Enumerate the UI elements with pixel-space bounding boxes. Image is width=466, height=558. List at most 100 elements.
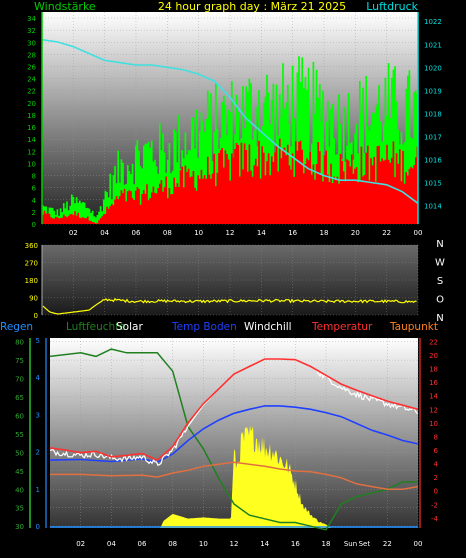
humidity-tick-label: 30 (15, 523, 24, 531)
rain-tick-label: 4 (36, 374, 41, 382)
wind-gust-bars (42, 138, 419, 224)
temperature-tick-label: 6 (434, 447, 439, 455)
x-tick-label: 18 (322, 540, 331, 548)
x-tick-label: 16 (288, 229, 297, 237)
x-tick-label: Set (359, 540, 371, 548)
wind-tick-label: 16 (27, 124, 36, 132)
pressure-tick-label: 1018 (424, 110, 442, 118)
temperature-tick-label: 2 (434, 474, 438, 482)
temperature-tick-label: 4 (434, 461, 439, 469)
compass-label: S (437, 276, 443, 287)
temperature-axes: 8075706560555045403530543210222018161412… (15, 337, 438, 548)
pressure-tick-label: 1014 (424, 203, 442, 211)
temperature-line (49, 358, 419, 462)
pressure-tick-label: 1017 (424, 133, 442, 141)
temperature-tick-label: 14 (429, 393, 438, 401)
wind-tick-label: 0 (32, 221, 36, 229)
humidity-tick-label: 55 (15, 431, 24, 439)
pressure-tick-label: 1021 (424, 41, 442, 49)
wind-tick-label: 6 (32, 185, 37, 193)
x-tick-label: 16 (291, 540, 300, 548)
humidity-tick-label: 70 (15, 376, 24, 384)
legend-item: Windchill (244, 321, 292, 333)
temperature-tick-label: 8 (434, 433, 438, 441)
x-tick-label: 00 (414, 229, 423, 237)
wind-tick-label: 22 (27, 88, 36, 96)
direction-tick-label: 180 (25, 277, 38, 285)
humidity-tick-label: 35 (15, 505, 24, 513)
x-tick-label: 12 (226, 229, 235, 237)
rain-tick-label: 2 (36, 449, 40, 457)
wind-tick-label: 8 (32, 173, 36, 181)
humidity-tick-label: 50 (15, 449, 24, 457)
wind-tick-label: 14 (27, 136, 36, 144)
x-tick-label: 22 (383, 540, 392, 548)
wind-tick-label: 24 (27, 76, 36, 84)
solar-area (50, 425, 418, 528)
legend-item: Regen (0, 321, 33, 333)
rain-tick-label: 5 (36, 337, 40, 345)
chart-title: 24 hour graph day : März 21 2025 (158, 0, 346, 13)
x-tick-label: 14 (257, 229, 266, 237)
x-tick-label: 06 (132, 229, 141, 237)
temperature-series (49, 348, 419, 531)
wind-tick-label: 18 (27, 112, 36, 120)
temperature-tick-label: 12 (429, 406, 438, 414)
wind-tick-label: 20 (27, 100, 36, 108)
wind-pressure-series (41, 38, 419, 224)
rain-tick-label: 0 (36, 523, 40, 531)
legend-item: Luftfeuchte (66, 321, 126, 333)
temperature-tick-label: 10 (429, 420, 438, 428)
pressure-tick-label: 1022 (424, 18, 442, 26)
temperature-tick-label: -2 (431, 501, 438, 509)
wind-direction-line (42, 297, 417, 315)
compass-label: N (436, 313, 443, 324)
compass-label: O (436, 295, 444, 306)
compass-label: N (436, 239, 443, 250)
compass-label: W (435, 258, 445, 269)
x-tick-label: 08 (168, 540, 177, 548)
rain-tick-label: 1 (36, 486, 40, 494)
wind-tick-label: 34 (27, 15, 36, 23)
x-tick-label: Sun (344, 540, 357, 548)
x-tick-label: 02 (69, 229, 78, 237)
humidity-tick-label: 75 (15, 357, 24, 365)
wind-tick-label: 28 (27, 51, 36, 59)
direction-tick-label: 270 (25, 260, 38, 268)
temperature-tick-label: 18 (429, 366, 438, 374)
pressure-tick-label: 1019 (424, 87, 442, 95)
wind-direction-plot-bg (42, 245, 418, 315)
wind-axis-title: Windstärke (34, 0, 96, 13)
legend-item: Taupunkt (389, 321, 438, 333)
direction-tick-label: 360 (25, 242, 38, 250)
wind-direction-series (42, 297, 417, 315)
x-tick-label: 08 (163, 229, 172, 237)
wind-tick-label: 2 (32, 209, 36, 217)
x-tick-label: 22 (382, 229, 391, 237)
direction-tick-label: 90 (29, 295, 38, 303)
x-tick-label: 12 (230, 540, 239, 548)
humidity-tick-label: 80 (15, 339, 24, 347)
wind-tick-label: 32 (27, 27, 36, 35)
temperature-tick-label: 0 (434, 488, 438, 496)
legend-item: Temperatur (311, 321, 373, 333)
wind-tick-label: 26 (27, 64, 36, 72)
direction-tick-label: 0 (34, 312, 38, 320)
dew-point-line (50, 461, 419, 491)
humidity-line (49, 348, 418, 531)
x-tick-label: 02 (76, 540, 85, 548)
temperature-tick-label: 20 (429, 352, 438, 360)
temperature-tick-label: 16 (429, 379, 438, 387)
wind-pressure-panel: 3432302826242220181614121086420102210211… (27, 0, 442, 237)
pressure-tick-label: 1020 (424, 64, 442, 72)
humidity-tick-label: 60 (15, 412, 24, 420)
x-tick-label: 00 (414, 540, 423, 548)
x-tick-label: 18 (320, 229, 329, 237)
x-tick-label: 04 (100, 229, 109, 237)
temperature-tick-label: 22 (429, 338, 438, 346)
wind-tick-label: 12 (27, 148, 36, 156)
